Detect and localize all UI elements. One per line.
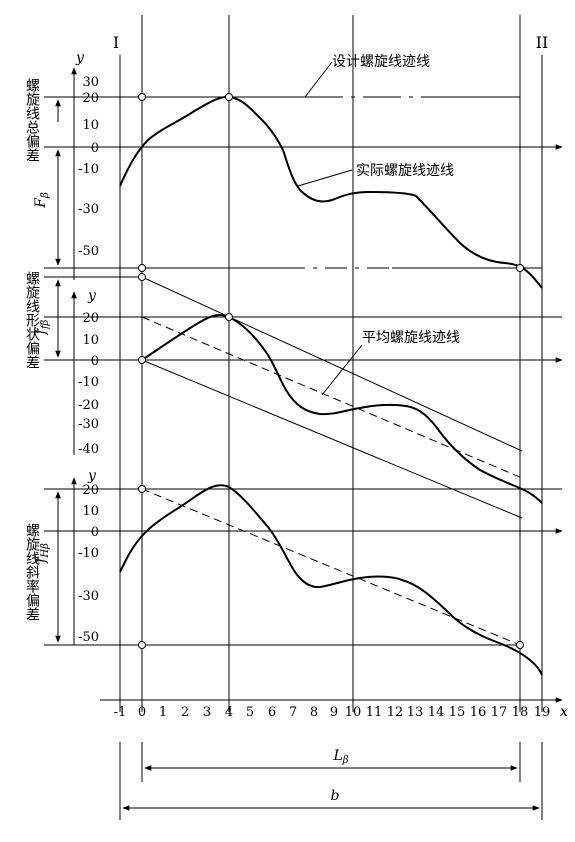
y-tick: -20: [78, 398, 99, 413]
y-tick: -10: [78, 546, 99, 561]
symbol-total: Fβ: [33, 192, 51, 209]
panel-form: y 20 10 0 -10 -20 -30 -40 ffβ 平均螺旋线迹线: [33, 273, 563, 519]
y-tick: 30: [82, 75, 99, 90]
y-tick: -40: [78, 442, 99, 457]
y-tick: -10: [78, 375, 99, 390]
callout-actual-trace: [297, 169, 353, 187]
upper-envelope-form: [141, 276, 523, 452]
actual-trace-slope: [119, 484, 543, 676]
y-tick: 10: [82, 504, 99, 519]
x-tick: 1: [159, 705, 167, 720]
actual-trace-total: [119, 95, 543, 289]
y-tick: -10: [78, 162, 99, 177]
y-tick: -30: [78, 202, 99, 217]
panel-label-left: I: [113, 33, 119, 52]
y-tick: 10: [82, 333, 99, 348]
vertical-title-total: 螺旋线总偏差: [24, 78, 40, 162]
x-tick: 6: [268, 705, 276, 720]
vertical-reference-lines: [119, 15, 543, 712]
y-tick: 20: [82, 91, 99, 106]
x-tick: 7: [289, 705, 297, 720]
x-tick: 2: [181, 705, 189, 720]
x-tick: 10: [345, 705, 362, 720]
lower-envelope-form: [141, 359, 523, 519]
symbol-evaluation-length: Lβ: [332, 748, 348, 766]
x-tick: 8: [310, 705, 318, 720]
marker: [225, 313, 233, 321]
x-axis: x -1 0 1 2 3 4 5 6 7 8 9 10 11 12 13 14 …: [100, 697, 568, 720]
y-tick: 20: [82, 483, 99, 498]
annotation-actual-trace: 实际螺旋线迹线: [356, 163, 454, 179]
y-tick: -30: [78, 417, 99, 432]
x-tick: 14: [428, 705, 445, 720]
panel-label-right: II: [536, 33, 549, 52]
marker: [138, 264, 146, 272]
marker: [516, 641, 524, 649]
symbol-facewidth: b: [331, 788, 340, 804]
marker: [138, 485, 146, 493]
y-tick: 0: [91, 525, 99, 540]
x-tick: 12: [387, 705, 404, 720]
y-axis-label-form: y: [87, 288, 97, 304]
x-tick: 15: [449, 705, 466, 720]
y-tick: 0: [91, 141, 99, 156]
y-axis-label-total: y: [75, 50, 85, 66]
marker: [516, 264, 524, 272]
x-ticks: -1 0 1 2 3 4 5 6 7 8 9 10 11 12 13 14 15…: [114, 705, 551, 720]
x-tick: 9: [330, 705, 338, 720]
bottom-dimensions: [119, 742, 543, 820]
marker: [225, 93, 233, 101]
panel-slope: y 20 10 0 -10 -30 -50 fHβ: [33, 468, 563, 676]
y-tick: 10: [82, 118, 99, 133]
marker: [138, 641, 146, 649]
actual-trace-form: [141, 313, 543, 504]
vertical-title-form: 螺旋线形状偏差: [24, 271, 40, 369]
mean-trace-slope: [141, 488, 521, 646]
mean-trace-form: [141, 316, 523, 479]
y-axis-label-slope: y: [87, 468, 97, 484]
x-tick: 16: [470, 705, 487, 720]
y-tick: -50: [78, 244, 99, 259]
callout-mean-trace: [321, 344, 363, 396]
x-tick: 19: [534, 705, 551, 720]
y-tick: -50: [78, 630, 99, 645]
x-tick: 3: [203, 705, 211, 720]
x-tick: 5: [246, 705, 254, 720]
y-tick: 20: [82, 311, 99, 326]
x-tick: 4: [225, 705, 233, 720]
y-ticks-slope: 20 10 0 -10 -30 -50: [78, 483, 99, 645]
marker: [138, 356, 146, 364]
marker: [138, 93, 146, 101]
y-tick: -30: [78, 589, 99, 604]
marker: [138, 273, 146, 281]
x-tick: 17: [491, 705, 508, 720]
x-tick: 11: [366, 705, 383, 720]
x-axis-label: x: [560, 704, 568, 720]
annotation-mean-trace: 平均螺旋线迹线: [362, 330, 460, 346]
y-ticks-form: 20 10 0 -10 -20 -30 -40: [78, 311, 99, 457]
x-tick: -1: [114, 705, 127, 720]
annotation-design-trace: 设计螺旋线迹线: [332, 54, 430, 70]
y-tick: 0: [91, 354, 99, 369]
x-tick: 0: [138, 705, 146, 720]
y-ticks-total: 30 20 10 0 -10 -30 -50: [78, 75, 99, 259]
vertical-title-slope: 螺旋线斜率偏差: [24, 523, 40, 621]
x-tick: 18: [512, 705, 529, 720]
x-tick: 13: [407, 705, 424, 720]
panel-total: y 30 20 10 0 -10 -30 -50 Fβ 设计螺旋线迹线 实际螺旋…: [33, 50, 563, 289]
callout-design-trace: [304, 61, 333, 98]
